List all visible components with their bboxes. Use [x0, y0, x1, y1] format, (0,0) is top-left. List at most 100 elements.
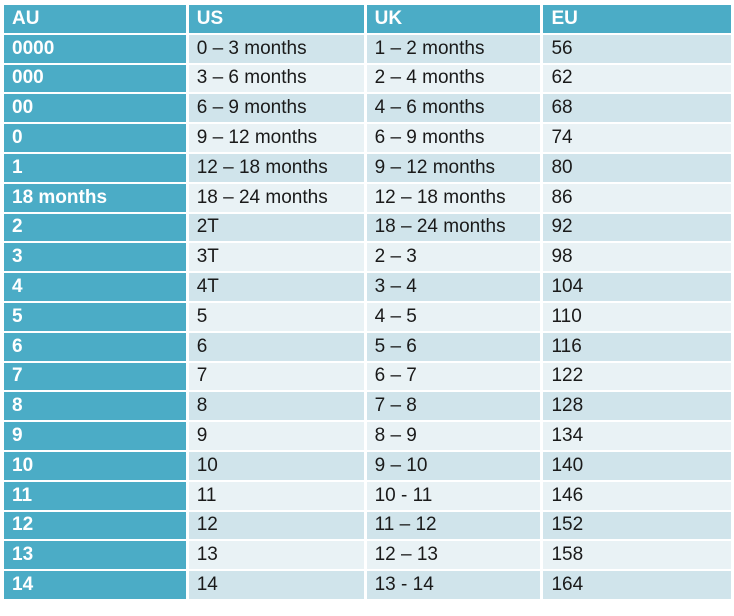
table-cell: 18 – 24 months: [188, 183, 364, 212]
row-label: 3: [4, 243, 186, 272]
table-cell: 12 – 13: [366, 541, 541, 570]
table-cell: 13 - 14: [366, 571, 541, 599]
row-label: 2: [4, 213, 186, 242]
table-cell: 12 – 18 months: [366, 183, 541, 212]
table-row: 000 3 – 6 months 2 – 4 months 62: [4, 64, 731, 93]
table-row: 1 12 – 18 months 9 – 12 months 80: [4, 153, 731, 182]
table-cell: 11: [188, 481, 364, 510]
table-cell: 134: [543, 422, 731, 450]
row-label: 4: [4, 273, 186, 301]
table-cell: 18 – 24 months: [366, 213, 541, 242]
row-label: 000: [4, 64, 186, 93]
table-row: 14 14 13 - 14 164: [4, 571, 731, 599]
table-row: 4 4T 3 – 4 104: [4, 273, 731, 301]
row-label: 5: [4, 302, 186, 331]
size-table: AU US UK EU 0000 0 – 3 months 1 – 2 months 56 0…: [1, 3, 734, 601]
table-cell: 6 – 9 months: [188, 94, 364, 123]
header-cell: EU: [543, 5, 731, 33]
row-label: 10: [4, 451, 186, 480]
table-cell: 4 – 5: [366, 302, 541, 331]
row-label: 00: [4, 94, 186, 123]
table-cell: 7: [188, 362, 364, 391]
row-label: 0000: [4, 34, 186, 63]
table-row: 3 3T 2 – 3 98: [4, 243, 731, 272]
table-cell: 4 – 6 months: [366, 94, 541, 123]
table-cell: 9 – 10: [366, 451, 541, 480]
table-row: 18 months 18 – 24 months 12 – 18 months 86: [4, 183, 731, 212]
table-cell: 10: [188, 451, 364, 480]
table-cell: 10 - 11: [366, 481, 541, 510]
row-label: 14: [4, 571, 186, 599]
row-label: 9: [4, 422, 186, 450]
table-row: 00 6 – 9 months 4 – 6 months 68: [4, 94, 731, 123]
table-cell: 5: [188, 302, 364, 331]
table-cell: 3T: [188, 243, 364, 272]
table-cell: 5 – 6: [366, 332, 541, 361]
row-label: 12: [4, 511, 186, 540]
table-cell: 9 – 12 months: [188, 124, 364, 152]
table-cell: 14: [188, 571, 364, 599]
header-row: AU US UK EU: [4, 5, 731, 33]
table-cell: 4T: [188, 273, 364, 301]
table-cell: 2 – 4 months: [366, 64, 541, 93]
table-cell: 3 – 4: [366, 273, 541, 301]
table-row: 13 13 12 – 13 158: [4, 541, 731, 570]
row-label: 11: [4, 481, 186, 510]
table-cell: 8 – 9: [366, 422, 541, 450]
row-label: 6: [4, 332, 186, 361]
table-row: 11 11 10 - 11 146: [4, 481, 731, 510]
table-cell: 68: [543, 94, 731, 123]
header-cell: UK: [366, 5, 541, 33]
table-cell: 9 – 12 months: [366, 153, 541, 182]
table-cell: 146: [543, 481, 731, 510]
table-cell: 11 – 12: [366, 511, 541, 540]
table-cell: 86: [543, 183, 731, 212]
table-cell: 128: [543, 392, 731, 421]
table-cell: 12: [188, 511, 364, 540]
table-cell: 3 – 6 months: [188, 64, 364, 93]
row-label: 18 months: [4, 183, 186, 212]
table-cell: 13: [188, 541, 364, 570]
header-cell: AU: [4, 5, 186, 33]
row-label: 13: [4, 541, 186, 570]
table-cell: 9: [188, 422, 364, 450]
table-cell: 56: [543, 34, 731, 63]
table-cell: 2 – 3: [366, 243, 541, 272]
table-cell: 8: [188, 392, 364, 421]
table-cell: 110: [543, 302, 731, 331]
table-cell: 0 – 3 months: [188, 34, 364, 63]
row-label: 0: [4, 124, 186, 152]
table-cell: 98: [543, 243, 731, 272]
row-label: 7: [4, 362, 186, 391]
table-cell: 6 – 9 months: [366, 124, 541, 152]
table-cell: 116: [543, 332, 731, 361]
row-label: 1: [4, 153, 186, 182]
table-cell: 6 – 7: [366, 362, 541, 391]
table-row: 2 2T 18 – 24 months 92: [4, 213, 731, 242]
table-cell: 12 – 18 months: [188, 153, 364, 182]
header-cell: US: [188, 5, 364, 33]
table-cell: 7 – 8: [366, 392, 541, 421]
table-row: 0000 0 – 3 months 1 – 2 months 56: [4, 34, 731, 63]
table-cell: 152: [543, 511, 731, 540]
table-cell: 80: [543, 153, 731, 182]
table-row: 12 12 11 – 12 152: [4, 511, 731, 540]
table-cell: 92: [543, 213, 731, 242]
table-cell: 122: [543, 362, 731, 391]
table-row: 10 10 9 – 10 140: [4, 451, 731, 480]
table-cell: 62: [543, 64, 731, 93]
table-cell: 164: [543, 571, 731, 599]
table-cell: 104: [543, 273, 731, 301]
table-cell: 1 – 2 months: [366, 34, 541, 63]
row-label: 8: [4, 392, 186, 421]
table-cell: 6: [188, 332, 364, 361]
table-cell: 158: [543, 541, 731, 570]
table-cell: 2T: [188, 213, 364, 242]
